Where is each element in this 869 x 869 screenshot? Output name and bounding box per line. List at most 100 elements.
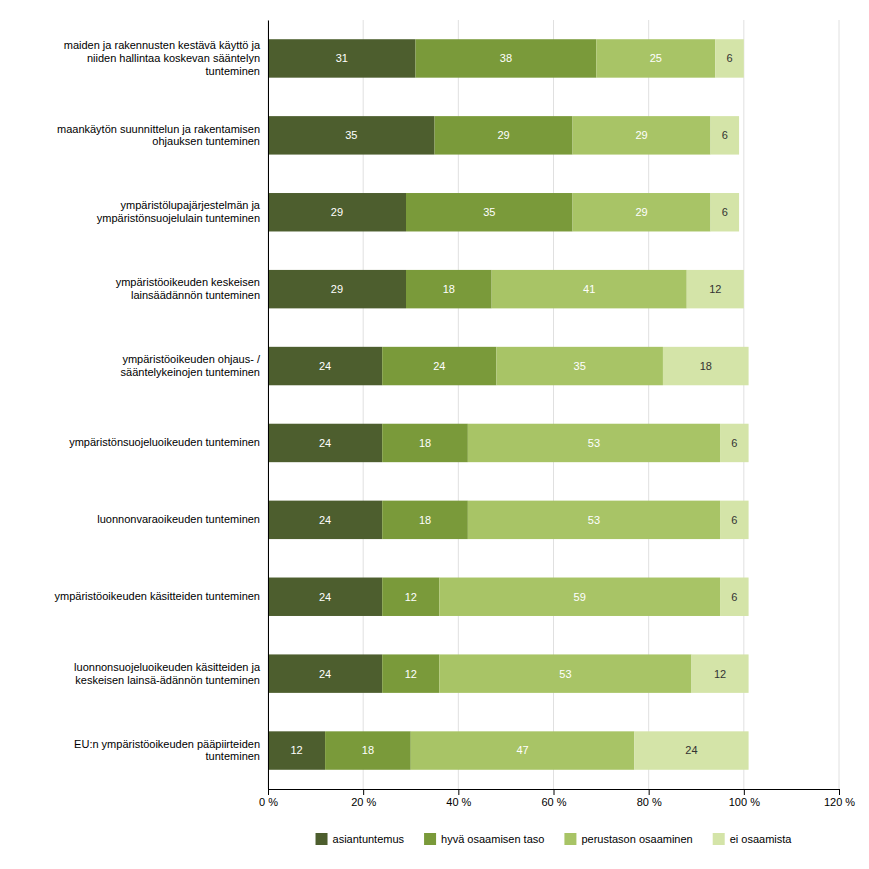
legend-swatch xyxy=(713,833,725,845)
data-label: 41 xyxy=(583,283,595,295)
x-tick: 20 % xyxy=(351,789,376,808)
y-tick-label: maiden ja rakennusten kestävä käyttö jan… xyxy=(64,39,261,76)
data-label: 12 xyxy=(709,283,721,295)
data-label: 31 xyxy=(336,52,348,64)
bar xyxy=(715,39,744,77)
bar xyxy=(268,731,325,769)
data-label: 12 xyxy=(405,591,417,603)
y-tick-label-line: tunteminen xyxy=(206,65,260,77)
data-label: 35 xyxy=(574,360,586,372)
y-tick: ympäristölupajärjestelmän jaympäristönsu… xyxy=(97,199,261,224)
bar xyxy=(596,39,715,77)
legend-label: perustason osaaminen xyxy=(581,833,692,845)
bar xyxy=(325,731,411,769)
bar xyxy=(634,731,748,769)
bar xyxy=(687,270,744,308)
legend-label: hyvä osaamisen taso xyxy=(441,833,544,845)
x-tick: 100 % xyxy=(729,789,760,808)
y-tick-label: maankäytön suunnittelun ja rakentamiseno… xyxy=(57,123,260,148)
data-label: 53 xyxy=(559,668,571,680)
y-tick-label-line: keskeisen lainsä-ädännön tunteminen xyxy=(75,673,260,685)
data-label: 12 xyxy=(290,744,302,756)
y-tick-label: luonnonvaraoikeuden tunteminen xyxy=(97,513,260,525)
y-tick-label: ympäristöoikeuden keskeisenlainsäädännön… xyxy=(116,276,260,301)
data-label: 29 xyxy=(331,283,343,295)
data-label: 6 xyxy=(722,129,728,141)
x-tick: 120 % xyxy=(824,789,855,808)
y-tick-label: ympäristönsuojeluoikeuden tunteminen xyxy=(69,436,260,448)
x-axis-line xyxy=(269,790,840,796)
x-tick-label: 60 % xyxy=(541,796,566,808)
data-label: 24 xyxy=(319,437,331,449)
y-tick: ympäristönsuojeluoikeuden tunteminen xyxy=(69,436,260,448)
x-tick: 80 % xyxy=(637,789,662,808)
legend-item: perustason osaaminen xyxy=(564,833,692,845)
x-tick-mark xyxy=(744,789,745,795)
y-axis-line xyxy=(268,21,269,790)
data-label: 18 xyxy=(362,744,374,756)
y-tick: ympäristöoikeuden keskeisenlainsäädännön… xyxy=(116,276,260,301)
data-label: 6 xyxy=(731,437,737,449)
x-tick: 40 % xyxy=(446,789,471,808)
data-label: 18 xyxy=(700,360,712,372)
data-label: 18 xyxy=(419,437,431,449)
bar xyxy=(411,731,635,769)
y-tick-label: ympäristölupajärjestelmän jaympäristönsu… xyxy=(97,199,261,224)
y-tick-label-line: lainsäädännön tunteminen xyxy=(131,289,260,301)
x-tick-label: 120 % xyxy=(824,796,855,808)
data-label: 53 xyxy=(588,437,600,449)
bar xyxy=(496,347,663,385)
data-label: 29 xyxy=(635,129,647,141)
y-tick-label-line: luonnonvaraoikeuden tunteminen xyxy=(97,513,260,525)
legend: asiantuntemushyvä osaamisen tasoperustas… xyxy=(316,833,793,845)
y-tick-label: EU:n ympäristöoikeuden pääpiirteidentunt… xyxy=(74,738,260,763)
bar xyxy=(416,39,597,77)
bar xyxy=(468,501,720,539)
bar xyxy=(406,270,492,308)
data-label: 47 xyxy=(516,744,528,756)
bar xyxy=(268,193,406,231)
bar xyxy=(268,347,382,385)
y-tick-label-line: tunteminen xyxy=(206,750,260,762)
data-label: 24 xyxy=(319,514,331,526)
data-label: 53 xyxy=(588,514,600,526)
bars xyxy=(268,39,749,770)
bar xyxy=(268,116,435,154)
chart-svg: 3135292924242424241238293518241818121218… xyxy=(0,0,869,869)
x-tick-mark xyxy=(649,789,650,795)
x-tick-mark xyxy=(554,789,555,795)
data-label: 6 xyxy=(731,591,737,603)
data-label: 24 xyxy=(319,360,331,372)
y-tick: maiden ja rakennusten kestävä käyttö jan… xyxy=(64,39,261,76)
bar xyxy=(711,193,740,231)
x-tick-label: 20 % xyxy=(351,796,376,808)
y-tick: ympäristöoikeuden ohjaus- /sääntelykeino… xyxy=(121,353,261,378)
y-tick-label-line: maankäytön suunnittelun ja rakentamisen xyxy=(57,123,260,135)
y-tick-label-line: ympäristöoikeuden ohjaus- / xyxy=(122,353,261,365)
data-label: 29 xyxy=(331,206,343,218)
data-label: 6 xyxy=(731,514,737,526)
bar xyxy=(720,424,749,462)
y-tick-label-line: ympäristöoikeuden käsitteiden tunteminen xyxy=(55,590,260,602)
data-label: 25 xyxy=(650,52,662,64)
data-label: 18 xyxy=(443,283,455,295)
chart-container: 3135292924242424241238293518241818121218… xyxy=(0,0,869,869)
x-tick-mark xyxy=(363,789,364,795)
bar xyxy=(382,424,468,462)
y-tick-label-line: ympäristöoikeuden keskeisen xyxy=(116,276,260,288)
legend-item: hyvä osaamisen taso xyxy=(424,833,544,845)
data-label: 29 xyxy=(497,129,509,141)
y-tick-label-line: luonnonsuojeluoikeuden käsitteiden ja xyxy=(74,661,261,673)
bar xyxy=(268,654,382,692)
data-label: 38 xyxy=(500,52,512,64)
data-label: 29 xyxy=(635,206,647,218)
bar xyxy=(382,501,468,539)
bar xyxy=(720,578,749,616)
y-tick-label-line: ympäristönsuojelulain tunteminen xyxy=(97,212,260,224)
x-tick-label: 80 % xyxy=(637,796,662,808)
y-tick: ympäristöoikeuden käsitteiden tunteminen xyxy=(55,590,260,602)
bar xyxy=(268,424,382,462)
bar xyxy=(468,424,720,462)
x-tick-label: 100 % xyxy=(729,796,760,808)
data-label: 35 xyxy=(483,206,495,218)
